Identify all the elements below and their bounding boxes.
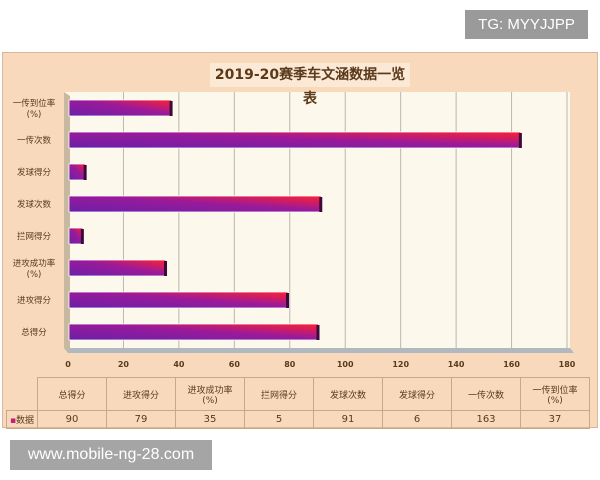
- legend-series-name: 数据: [16, 416, 35, 426]
- table-header-cell: 拦网得分: [244, 377, 314, 411]
- plot-floor: [64, 348, 574, 353]
- x-tick-label: 120: [392, 360, 409, 369]
- table-value-cell: 91: [313, 410, 383, 429]
- bar-end-cap: [316, 325, 320, 340]
- table-header-cell: 一传次数: [451, 377, 521, 411]
- bar: [68, 259, 167, 277]
- table-header-cell: 总得分: [37, 377, 107, 411]
- chart-title: 2019-20赛季车文涵数据一览表: [210, 63, 410, 107]
- table-header-cell: 一传到位率 (%): [520, 377, 590, 411]
- table-value-cell: 90: [37, 410, 107, 429]
- x-tick-label: 20: [118, 360, 130, 369]
- bar-end-cap: [319, 197, 323, 212]
- bar: [68, 291, 289, 309]
- table-header-cell: 进攻得分: [106, 377, 176, 411]
- bar-end-cap: [80, 229, 84, 244]
- table-header-cell: 发球得分: [382, 377, 452, 411]
- table-value-cell: 35: [175, 410, 245, 429]
- watermark-top: TG: MYYJJPP: [465, 10, 588, 39]
- plot-wall: [64, 92, 70, 352]
- bar: [68, 99, 172, 117]
- category-label: 发球次数: [17, 199, 52, 210]
- x-tick-label: 160: [503, 360, 520, 369]
- bar-end-cap: [164, 261, 168, 276]
- category-label: 进攻得分: [17, 295, 52, 306]
- category-label-unit: (%): [27, 110, 42, 120]
- bar-end-cap: [286, 293, 290, 308]
- data-table: 总得分 进攻得分 进攻成功率 (%) 拦网得分 发球次数 发球得分 一传次数 一传到位率 (%) …: [6, 377, 590, 429]
- category-label: 拦网得分: [17, 231, 52, 242]
- category-label: 进攻成功率: [13, 258, 56, 269]
- bar: [68, 131, 522, 149]
- plot-area: [64, 92, 570, 348]
- bar: [68, 227, 84, 245]
- x-tick-label: 180: [559, 360, 576, 369]
- x-tick-label: 60: [229, 360, 241, 369]
- x-tick-label: 80: [284, 360, 296, 369]
- table-value-cell: 6: [382, 410, 452, 429]
- table-value-cell: 5: [244, 410, 314, 429]
- x-tick-label: 100: [337, 360, 354, 369]
- category-label: 一传到位率: [13, 98, 56, 109]
- table-header-cell: 发球次数: [313, 377, 383, 411]
- bar-end-cap: [518, 133, 522, 148]
- category-label: 总得分: [21, 327, 47, 338]
- x-tick-label: 40: [173, 360, 185, 369]
- category-label: 一传次数: [17, 135, 52, 146]
- watermark-bottom: www.mobile-ng-28.com: [10, 440, 212, 470]
- bar-end-cap: [169, 101, 173, 116]
- bar: [68, 195, 322, 213]
- category-label-unit: (%): [27, 270, 42, 280]
- table-corner: [6, 377, 38, 411]
- table-value-cell: 79: [106, 410, 176, 429]
- legend-cell: ▪数据: [6, 410, 38, 429]
- category-label: 发球得分: [17, 167, 52, 178]
- table-value-cell: 163: [451, 410, 521, 429]
- bar: [68, 323, 319, 341]
- table-value-cell: 37: [520, 410, 590, 429]
- table-header-cell: 进攻成功率 (%): [175, 377, 245, 411]
- x-tick-label: 0: [65, 360, 71, 369]
- x-tick-label: 140: [448, 360, 465, 369]
- bar: [68, 163, 87, 181]
- bar-end-cap: [83, 165, 87, 180]
